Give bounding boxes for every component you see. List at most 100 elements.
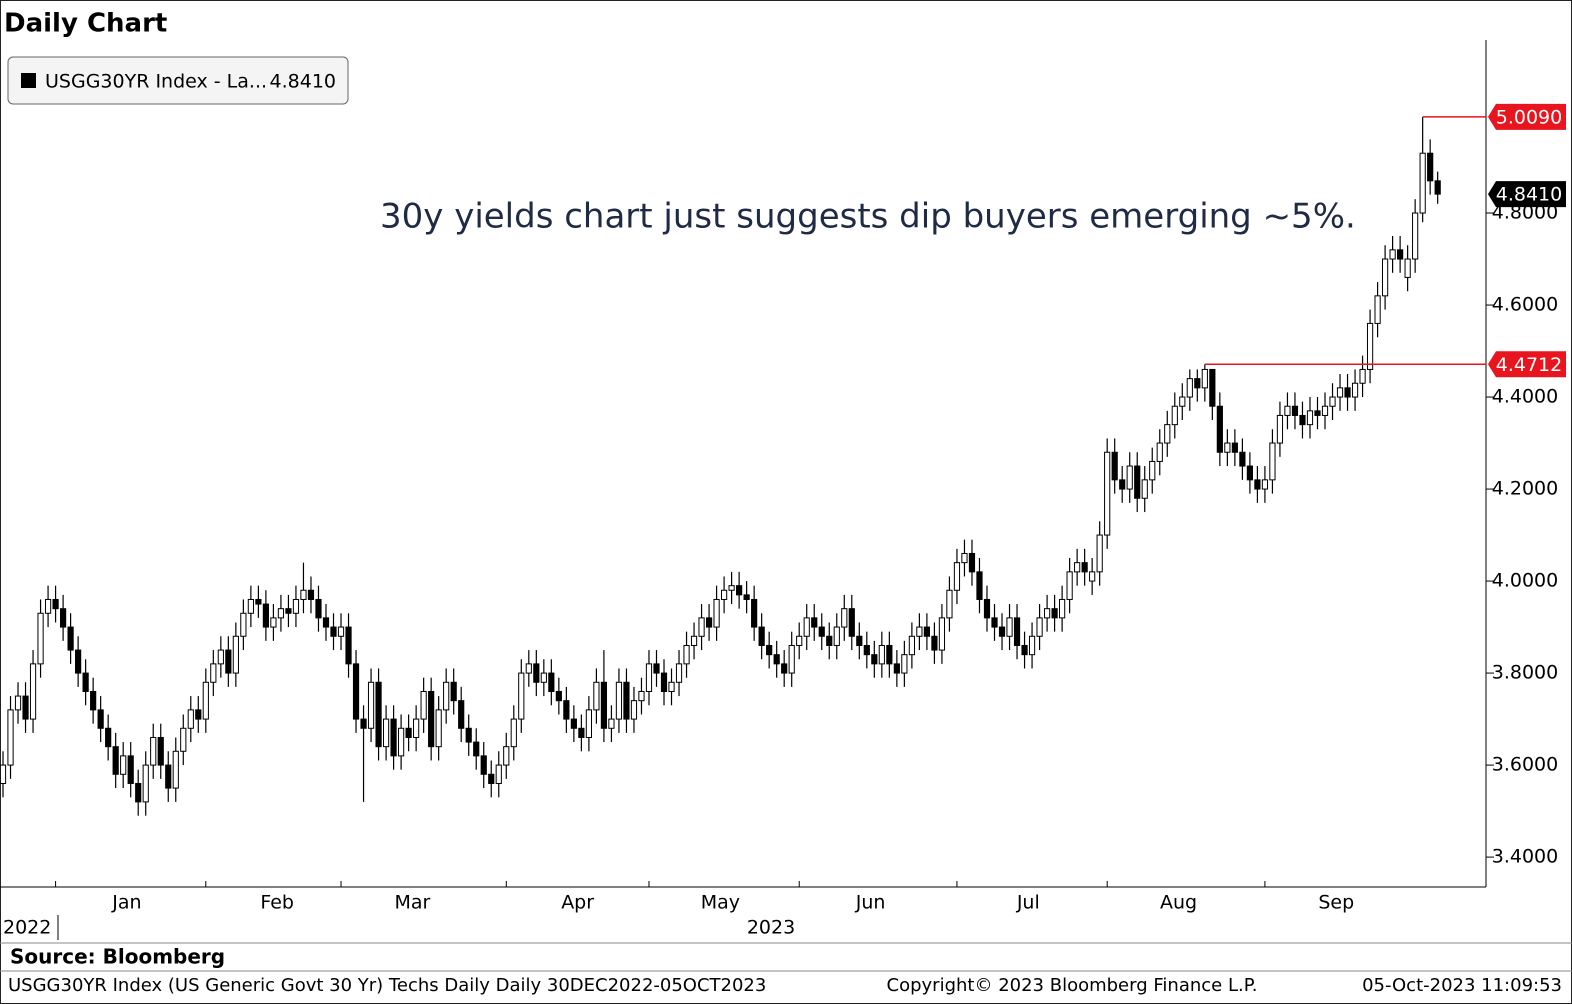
x-tick-label: Aug bbox=[1160, 892, 1197, 914]
candle-body bbox=[157, 736, 164, 766]
candle-body bbox=[953, 562, 961, 591]
candle-body bbox=[923, 626, 931, 637]
candle-body bbox=[1149, 460, 1156, 481]
candle-body bbox=[533, 663, 540, 683]
candle-body bbox=[82, 672, 89, 692]
candle-body bbox=[653, 663, 660, 674]
candle-body bbox=[1291, 405, 1299, 416]
candle-body bbox=[781, 663, 788, 674]
candle-body bbox=[518, 672, 525, 720]
source: Source: Bloomberg bbox=[10, 945, 225, 969]
candle-body bbox=[1427, 152, 1434, 182]
candle-body bbox=[1306, 410, 1314, 426]
x-tick-label: May bbox=[701, 892, 740, 914]
level-label: 5.0090 bbox=[1496, 106, 1562, 128]
legend-label: USGG30YR Index - La... bbox=[45, 71, 267, 93]
candle-body bbox=[390, 718, 397, 757]
candle-body bbox=[675, 663, 683, 683]
candle-body bbox=[1299, 414, 1306, 426]
candle-body bbox=[766, 644, 773, 656]
candle-body bbox=[1209, 368, 1216, 407]
candle-body bbox=[593, 681, 600, 711]
candle-body bbox=[863, 644, 870, 656]
x-tick-label: Jul bbox=[1016, 892, 1040, 914]
candle-body bbox=[195, 709, 202, 720]
candle-body bbox=[1329, 396, 1336, 407]
candle-body bbox=[44, 598, 52, 614]
candle-body bbox=[1104, 451, 1111, 536]
candle-body bbox=[1321, 405, 1329, 416]
y-tick-label: 4.2000 bbox=[1492, 478, 1558, 500]
candle-body bbox=[608, 718, 615, 729]
candle-body bbox=[563, 700, 570, 720]
candle-body bbox=[398, 727, 405, 757]
candle-body bbox=[1261, 479, 1269, 490]
candle-body bbox=[1156, 442, 1163, 462]
candle-body bbox=[961, 552, 968, 564]
candle-body bbox=[292, 598, 300, 614]
candle-body bbox=[202, 681, 209, 720]
candle-body bbox=[1171, 405, 1178, 426]
candle-body bbox=[255, 598, 262, 605]
y-tick-label: 4.6000 bbox=[1492, 294, 1558, 316]
candle-body bbox=[878, 644, 885, 665]
candle-body bbox=[217, 649, 224, 665]
candle-body bbox=[578, 727, 585, 738]
candle-body bbox=[1344, 387, 1351, 398]
candle-body bbox=[172, 750, 179, 789]
last-value-tag bbox=[1488, 181, 1566, 208]
candle-body bbox=[938, 617, 946, 651]
candle-body bbox=[1381, 258, 1389, 297]
candle-body bbox=[0, 764, 7, 784]
candle-body bbox=[428, 690, 435, 748]
candle-body bbox=[983, 598, 991, 619]
candle-body bbox=[893, 663, 900, 674]
x-tick-label: Feb bbox=[260, 892, 294, 914]
candle-body bbox=[1186, 378, 1193, 398]
candle-body bbox=[97, 709, 104, 729]
candle-body bbox=[1141, 479, 1148, 499]
candle-body bbox=[510, 718, 517, 748]
candle-body bbox=[736, 585, 743, 596]
candle-body bbox=[270, 617, 277, 628]
candle-body bbox=[833, 626, 840, 646]
candle-body bbox=[1246, 465, 1253, 481]
candle-body bbox=[1239, 451, 1246, 467]
candle-body bbox=[29, 663, 37, 720]
candle-body bbox=[1021, 644, 1028, 656]
candle-body bbox=[105, 727, 112, 748]
candle-body bbox=[743, 594, 750, 600]
last-value-label: 4.8410 bbox=[1496, 184, 1562, 206]
candle-body bbox=[112, 746, 119, 775]
candle-body bbox=[277, 608, 285, 619]
candle-body bbox=[488, 773, 495, 784]
legend-swatch bbox=[21, 73, 36, 88]
legend-value: 4.8410 bbox=[270, 71, 336, 93]
candle-body bbox=[1179, 396, 1186, 407]
candle-body bbox=[330, 626, 337, 637]
candle-body bbox=[1404, 258, 1411, 278]
candle-body bbox=[1081, 562, 1088, 573]
candle-body bbox=[367, 681, 375, 729]
candle-body bbox=[142, 764, 149, 803]
candle-body bbox=[503, 746, 510, 766]
chart-title: Daily Chart bbox=[4, 9, 167, 39]
candle-body bbox=[1336, 387, 1344, 398]
candle-body bbox=[1269, 442, 1276, 481]
candle-body bbox=[458, 700, 465, 729]
candle-body bbox=[1194, 378, 1201, 389]
y-tick-label: 3.8000 bbox=[1492, 662, 1558, 684]
candle-body bbox=[1013, 617, 1021, 646]
candle-body bbox=[1164, 424, 1171, 444]
candle-body bbox=[262, 603, 270, 628]
candle-body bbox=[90, 690, 97, 711]
candle-body bbox=[540, 672, 547, 683]
candle-body bbox=[683, 644, 690, 665]
candle-body bbox=[150, 736, 157, 766]
candle-body bbox=[555, 690, 562, 702]
candle-body bbox=[991, 617, 998, 628]
x-tick-label: Sep bbox=[1318, 892, 1354, 914]
candle-body bbox=[1314, 410, 1321, 416]
candle-body bbox=[322, 617, 330, 628]
x-tick-label: Jan bbox=[111, 892, 141, 914]
